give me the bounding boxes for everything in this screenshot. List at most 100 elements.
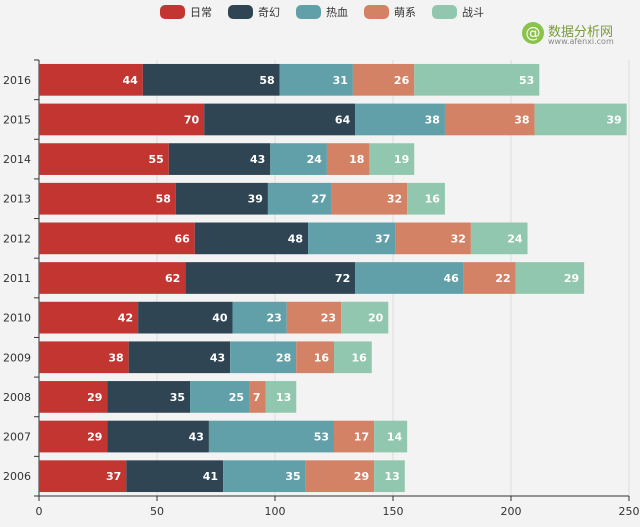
bar-segment[interactable]	[515, 262, 585, 294]
bar-value-label: 39	[248, 193, 263, 206]
legend-item[interactable]: 热血	[296, 5, 348, 19]
legend-swatch[interactable]	[364, 5, 389, 19]
bar-value-label: 35	[170, 391, 185, 404]
bar-segment[interactable]	[286, 301, 342, 334]
bar-value-label: 38	[425, 113, 440, 126]
bar-segment[interactable]	[128, 341, 231, 374]
bar-value-label: 44	[123, 74, 139, 87]
legend-label[interactable]: 日常	[190, 6, 212, 19]
bar-segment[interactable]	[126, 460, 224, 493]
bar-value-label: 16	[351, 351, 367, 364]
bar-value-label: 58	[156, 193, 171, 206]
bar-segment[interactable]	[232, 301, 287, 334]
legend-item[interactable]: 奇幻	[228, 5, 280, 19]
watermark-logo-icon: @	[522, 22, 544, 44]
bar-value-label: 24	[507, 232, 523, 245]
bar-segment[interactable]	[374, 460, 405, 493]
bar-segment[interactable]	[39, 262, 186, 294]
legend-item[interactable]: 战斗	[432, 5, 484, 19]
bar-segment[interactable]	[334, 341, 372, 374]
bar-segment[interactable]	[265, 381, 297, 413]
bar-segment[interactable]	[326, 143, 370, 175]
bar-segment[interactable]	[208, 420, 334, 453]
bar-segment[interactable]	[194, 222, 309, 255]
bar-segment[interactable]	[39, 301, 139, 334]
bar-segment[interactable]	[341, 301, 389, 334]
bar-segment[interactable]	[352, 63, 415, 96]
bar-segment[interactable]	[39, 222, 195, 255]
bar-segment[interactable]	[374, 420, 408, 453]
bar-segment[interactable]	[267, 182, 332, 215]
bar-segment[interactable]	[39, 341, 129, 374]
bar-value-label: 32	[387, 193, 402, 206]
legend-item[interactable]: 日常	[160, 5, 212, 19]
bar-segment[interactable]	[249, 381, 266, 413]
bar-segment[interactable]	[168, 143, 271, 175]
bar-segment[interactable]	[142, 63, 280, 96]
bar-segment[interactable]	[39, 381, 108, 413]
bar-segment[interactable]	[296, 341, 334, 374]
bar-value-label: 18	[349, 153, 364, 166]
bar-segment[interactable]	[407, 182, 445, 215]
bar-segment[interactable]	[463, 262, 516, 294]
legend-swatch[interactable]	[432, 5, 457, 19]
bar-segment[interactable]	[39, 103, 205, 136]
x-tick-label: 200	[501, 505, 522, 518]
bar-segment[interactable]	[355, 103, 445, 136]
bar-segment[interactable]	[138, 301, 233, 334]
bar-value-label: 43	[250, 153, 265, 166]
y-tick-label: 2011	[3, 272, 31, 285]
bar-segment[interactable]	[331, 182, 408, 215]
bar-value-label: 38	[108, 351, 123, 364]
bar-segment[interactable]	[223, 460, 306, 493]
bar-segment[interactable]	[39, 143, 169, 175]
legend-swatch[interactable]	[296, 5, 321, 19]
legend-swatch[interactable]	[160, 5, 185, 19]
bar-value-label: 31	[333, 74, 348, 87]
bar-value-label: 55	[148, 153, 163, 166]
x-tick-label: 50	[150, 505, 164, 518]
bar-segment[interactable]	[204, 103, 356, 136]
bar-segment[interactable]	[185, 262, 356, 294]
bar-value-label: 19	[394, 153, 409, 166]
legend-swatch[interactable]	[228, 5, 253, 19]
legend-label[interactable]: 奇幻	[258, 6, 280, 19]
bar-segment[interactable]	[190, 381, 250, 413]
bar-value-label: 25	[229, 391, 244, 404]
bar-segment[interactable]	[107, 381, 191, 413]
legend-label[interactable]: 萌系	[394, 5, 416, 19]
bar-segment[interactable]	[305, 460, 375, 493]
bar-segment[interactable]	[444, 103, 535, 136]
bar-value-label: 23	[266, 312, 281, 325]
bar-value-label: 14	[387, 431, 403, 444]
bar-segment[interactable]	[470, 222, 528, 255]
bar-segment[interactable]	[395, 222, 471, 255]
x-tick-label: 250	[619, 505, 640, 518]
bar-segment[interactable]	[175, 182, 268, 215]
x-tick-label: 100	[265, 505, 286, 518]
bar-segment[interactable]	[534, 103, 627, 136]
bar-segment[interactable]	[230, 341, 297, 374]
bar-value-label: 13	[276, 391, 291, 404]
bar-value-label: 20	[368, 312, 384, 325]
bar-segment[interactable]	[270, 143, 327, 175]
legend-item[interactable]: 萌系	[364, 5, 416, 19]
bar-segment[interactable]	[39, 460, 127, 493]
bar-segment[interactable]	[369, 143, 415, 175]
bar-segment[interactable]	[279, 63, 353, 96]
bar-value-label: 29	[87, 431, 102, 444]
bar-segment[interactable]	[355, 262, 464, 294]
bar-segment[interactable]	[39, 63, 143, 96]
bar-segment[interactable]	[414, 63, 540, 96]
bar-segment[interactable]	[107, 420, 209, 453]
bar-segment[interactable]	[39, 420, 108, 453]
bar-value-label: 38	[514, 113, 529, 126]
legend-label[interactable]: 热血	[326, 5, 348, 19]
legend-label[interactable]: 战斗	[462, 6, 484, 19]
y-tick-label: 2014	[3, 153, 31, 166]
bar-value-label: 16	[425, 193, 441, 206]
bar-segment[interactable]	[308, 222, 396, 255]
bar-segment[interactable]	[334, 420, 375, 453]
y-tick-label: 2010	[3, 312, 31, 325]
bar-segment[interactable]	[39, 182, 176, 215]
